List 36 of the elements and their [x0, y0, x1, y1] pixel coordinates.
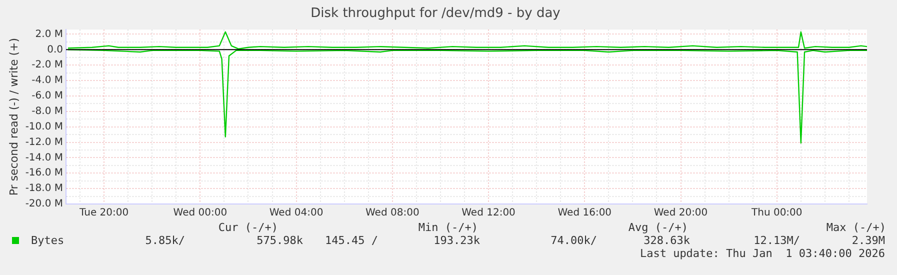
- text: Cur (-/+): [218, 221, 278, 234]
- text: Avg (-/+): [628, 221, 688, 234]
- y-tick-label: -12.0 M: [25, 136, 63, 148]
- text: 2.39M: [852, 234, 885, 247]
- x-tick-label: Wed 08:00: [366, 208, 420, 219]
- y-tick-label: -20.0 M: [25, 198, 63, 210]
- y-tick-label: -6.0 M: [32, 90, 63, 102]
- text: 5.85k/: [145, 234, 185, 247]
- text: Min (-/+): [418, 221, 478, 234]
- x-tick-label: Thu 00:00: [750, 208, 802, 219]
- y-axis-title: Pr second read (-) / write (+): [7, 38, 20, 196]
- text: 193.23k: [434, 234, 480, 247]
- y-tick-label: -8.0 M: [32, 106, 63, 117]
- legend-label: Bytes: [31, 234, 64, 247]
- x-tick-label: Wed 12:00: [462, 208, 516, 219]
- x-tick-label: Wed 00:00: [173, 208, 228, 219]
- text: 145.45 /: [325, 234, 378, 247]
- y-tick-label: -10.0 M: [25, 121, 63, 132]
- x-tick-label: Wed 20:00: [654, 208, 708, 219]
- y-tick-label: -16.0 M: [25, 168, 63, 179]
- x-tick-label: Tue 20:00: [78, 208, 129, 219]
- y-tick-label: 0.0: [47, 44, 63, 56]
- y-tick-label: -14.0 M: [25, 152, 63, 164]
- text: 575.98k: [256, 234, 303, 247]
- text: 12.13M/: [754, 234, 800, 247]
- x-tick-label: Wed 04:00: [269, 208, 324, 219]
- text: Last update: Thu Jan 1 03:40:00 2026: [640, 247, 885, 260]
- y-tick-label: -2.0 M: [32, 60, 63, 71]
- y-tick-label: 2.0 M: [35, 28, 63, 40]
- text: Max (-/+): [826, 221, 886, 234]
- y-tick-label: -18.0 M: [25, 183, 63, 194]
- chart-title: Disk throughput for /dev/md9 - by day: [310, 6, 561, 22]
- x-tick-label: Wed 16:00: [558, 208, 612, 219]
- y-tick-label: -4.0 M: [32, 75, 63, 86]
- text: 328.63k: [644, 234, 690, 247]
- text: 74.00k/: [550, 234, 597, 247]
